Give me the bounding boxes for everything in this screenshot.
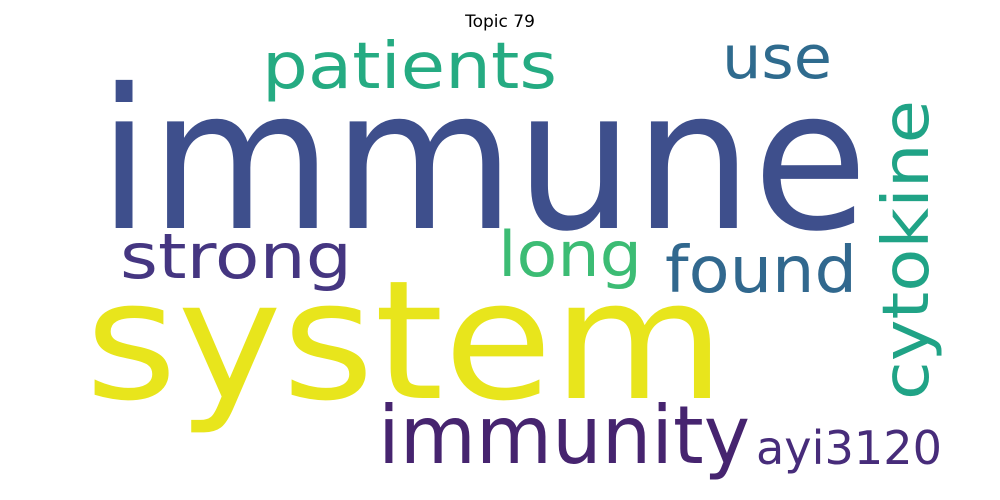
word-strong: strong (120, 220, 352, 293)
word-long: long (498, 218, 642, 291)
word-immunity: immunity (378, 389, 750, 482)
word-found: found (665, 234, 857, 308)
word-patients: patients (262, 30, 557, 104)
word-immune: immune (98, 47, 868, 274)
word-use: use (722, 23, 832, 93)
chart-title: Topic 79 (465, 12, 535, 32)
word-ayi3120: ayi3120 (756, 421, 942, 475)
word-system: system (85, 245, 725, 437)
word-cytokine: cytokine (870, 100, 944, 400)
